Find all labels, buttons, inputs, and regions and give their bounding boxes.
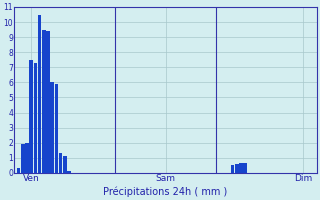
Bar (55, 84, 58, 173)
Bar (42, 30, 46, 173)
Bar (46, 31, 50, 173)
Bar (244, 163, 247, 173)
Bar (25, 143, 29, 173)
Bar (17, 168, 20, 173)
Bar (235, 164, 239, 173)
X-axis label: Précipitations 24h ( mm ): Précipitations 24h ( mm ) (103, 186, 228, 197)
Bar (239, 163, 243, 173)
Bar (67, 171, 71, 173)
Bar (29, 60, 33, 173)
Bar (34, 63, 37, 173)
Bar (59, 153, 62, 173)
Bar (21, 144, 25, 173)
Bar (231, 165, 235, 173)
Bar (51, 82, 54, 173)
Bar (63, 156, 67, 173)
Bar (38, 15, 41, 173)
